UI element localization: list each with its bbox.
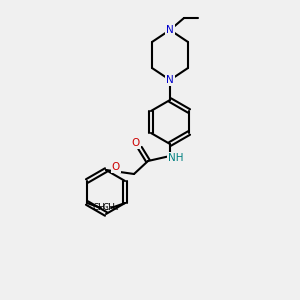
Text: O: O [132,138,140,148]
Text: N: N [166,25,174,35]
Text: CH₃: CH₃ [92,203,109,212]
Text: NH: NH [168,153,184,163]
Text: CH₃: CH₃ [103,203,120,212]
Text: N: N [166,75,174,85]
Text: O: O [112,162,120,172]
